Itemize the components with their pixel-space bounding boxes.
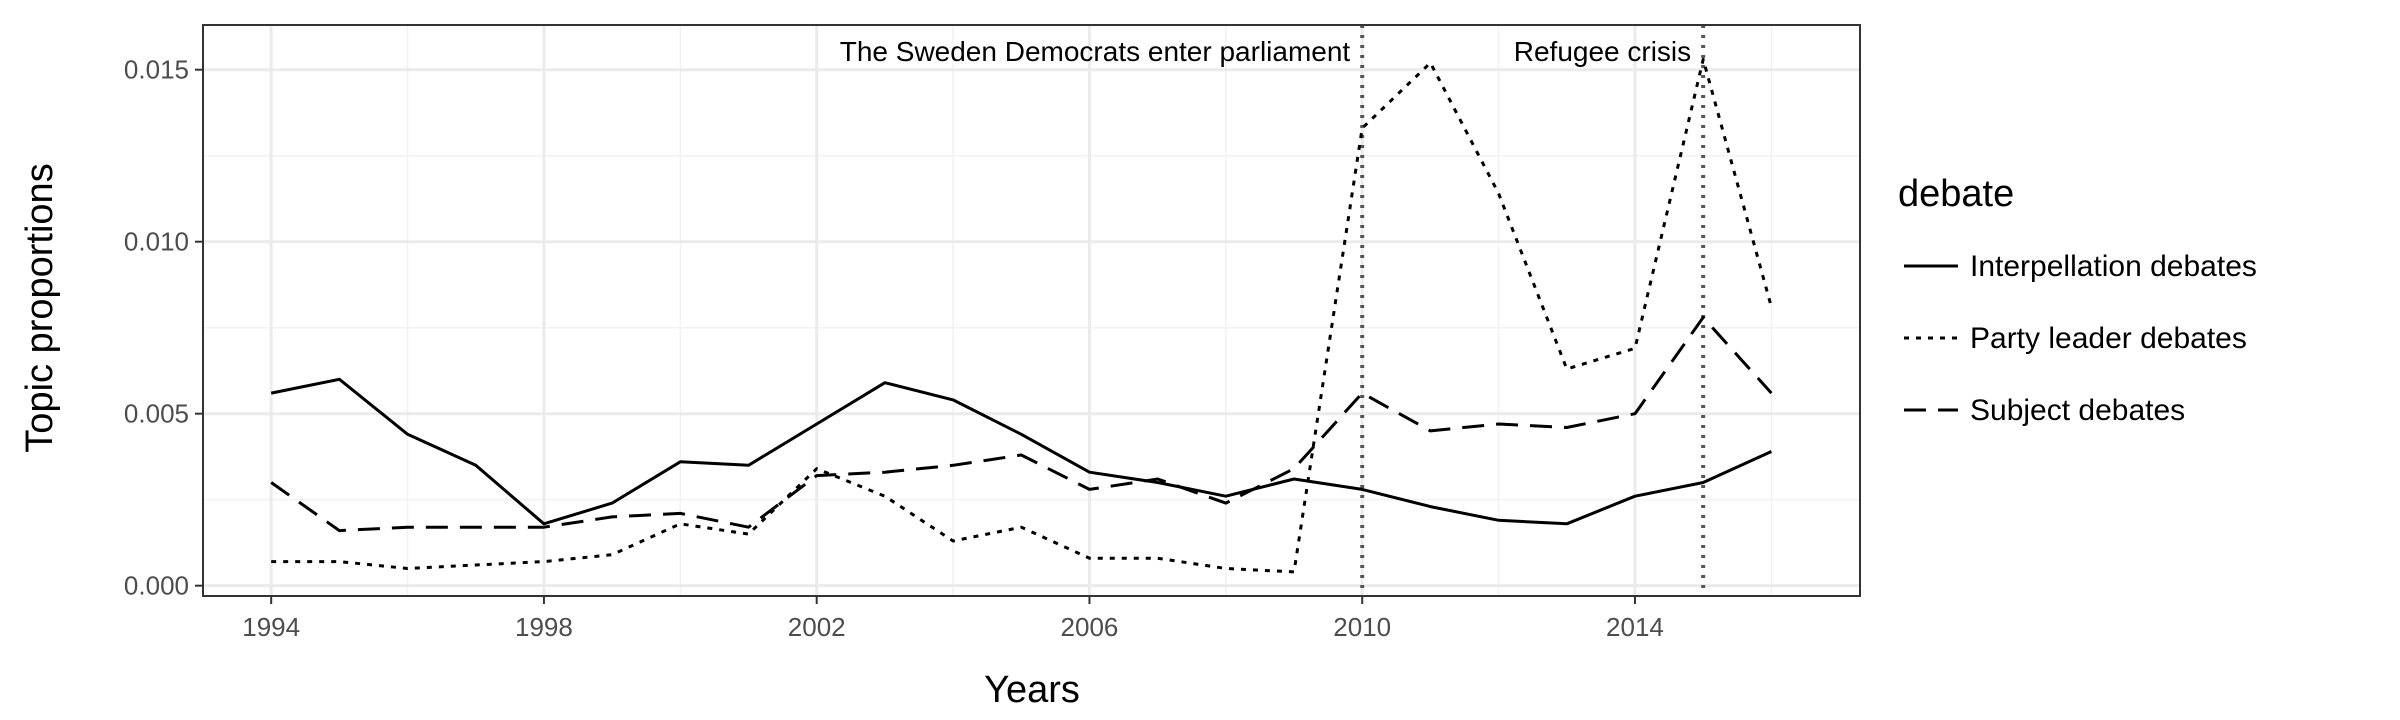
series-line-interpellation-debates	[270, 377, 1773, 526]
y-tick-label: 0.000	[124, 571, 189, 601]
major-gridlines	[203, 25, 1860, 596]
legend-label: Interpellation debates	[1970, 250, 2257, 283]
x-axis: 1994 1998 2002 2006 2010 2014	[242, 596, 1664, 642]
x-tick-label: 2002	[788, 612, 846, 642]
legend: debate Interpellation debates Party leade…	[1898, 173, 2257, 427]
x-tick-label: 2014	[1606, 612, 1664, 642]
legend-items: Interpellation debates Party leader debat…	[1904, 250, 2257, 427]
event-annotation-label: The Sweden Democrats enter parliament	[840, 36, 1351, 67]
y-axis-title: Topic proportions	[19, 163, 61, 452]
x-tick-label: 1994	[242, 612, 300, 642]
y-axis: 0.000 0.005 0.010 0.015	[124, 55, 203, 601]
legend-label: Subject debates	[1970, 394, 2185, 427]
event-annotations: The Sweden Democrats enter parliament Ref…	[840, 36, 1691, 67]
y-tick-label: 0.010	[124, 227, 189, 257]
x-axis-title: Years	[984, 669, 1080, 711]
series-line-subject-debates	[270, 315, 1773, 533]
y-tick-label: 0.015	[124, 55, 189, 85]
series-line-party-leader-debates	[271, 57, 1773, 574]
y-tick-label: 0.005	[124, 399, 189, 429]
legend-title: debate	[1898, 173, 2014, 215]
event-annotation-label: Refugee crisis	[1514, 36, 1691, 67]
series-lines	[270, 57, 1773, 574]
minor-gridlines	[203, 25, 1860, 596]
x-tick-label: 1998	[515, 612, 573, 642]
x-tick-label: 2006	[1061, 612, 1119, 642]
x-tick-label: 2010	[1333, 612, 1391, 642]
legend-label: Party leader debates	[1970, 322, 2247, 355]
plot-panel-border	[202, 24, 1861, 597]
